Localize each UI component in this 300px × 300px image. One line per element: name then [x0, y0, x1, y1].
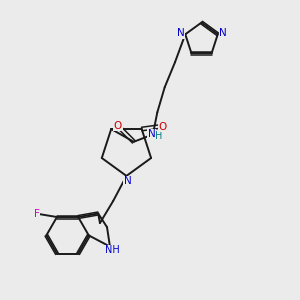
Text: H: H [154, 131, 162, 141]
Text: N: N [148, 129, 155, 140]
Text: O: O [158, 122, 166, 132]
Text: NH: NH [105, 245, 120, 255]
Text: F: F [34, 209, 40, 219]
Text: N: N [177, 28, 184, 38]
Text: O: O [114, 121, 122, 131]
Text: N: N [219, 28, 227, 38]
Text: N: N [124, 176, 131, 186]
